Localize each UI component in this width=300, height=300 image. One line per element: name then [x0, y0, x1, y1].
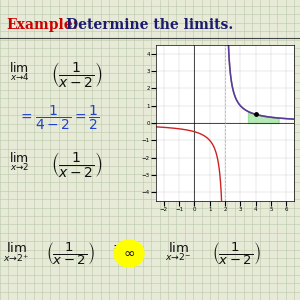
Text: $= \dfrac{1}{4-2} = \dfrac{1}{2}$: $= \dfrac{1}{4-2} = \dfrac{1}{2}$: [18, 103, 99, 132]
Text: $\left(\dfrac{1}{x-2}\right)$: $\left(\dfrac{1}{x-2}\right)$: [212, 240, 260, 267]
Text: $\left(\dfrac{1}{x-2}\right)$: $\left(\dfrac{1}{x-2}\right)$: [46, 240, 95, 267]
Text: $\lim_{x \to 4}$: $\lim_{x \to 4}$: [9, 60, 29, 82]
Text: $\infty$: $\infty$: [123, 246, 135, 260]
Text: Determine the limits.: Determine the limits.: [66, 18, 233, 32]
Ellipse shape: [114, 240, 144, 267]
Text: $= $: $= $: [110, 240, 124, 254]
Text: $\lim_{x \to 2}$: $\lim_{x \to 2}$: [9, 150, 29, 172]
Text: $\lim_{x \to 2^+}$: $\lim_{x \to 2^+}$: [3, 240, 29, 264]
Text: Example:: Example:: [6, 18, 78, 32]
Text: $\left(\dfrac{1}{x-2}\right)$: $\left(\dfrac{1}{x-2}\right)$: [51, 150, 103, 179]
Text: $\left(\dfrac{1}{x-2}\right)$: $\left(\dfrac{1}{x-2}\right)$: [51, 60, 103, 89]
Text: $\lim_{x \to 2^-}$: $\lim_{x \to 2^-}$: [165, 240, 191, 263]
